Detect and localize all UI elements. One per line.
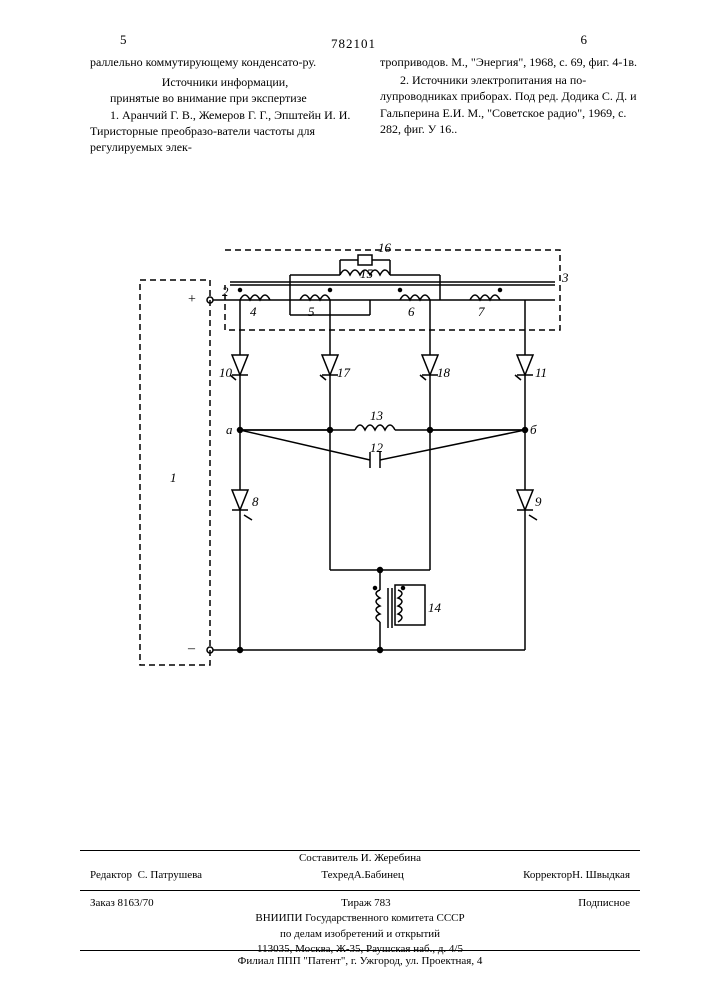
label-1: 1 — [170, 470, 177, 486]
addr2: Филиал ППП "Патент", г. Ужгород, ул. Про… — [80, 954, 640, 969]
schematic-svg — [130, 230, 580, 690]
tech-label: Техред — [321, 869, 353, 881]
label-14: 14 — [428, 600, 441, 616]
label-12: 12 — [370, 440, 383, 456]
left-p1: раллельно коммутирующему конденсато-ру. — [90, 54, 360, 70]
right-p1: троприводов. М., "Энергия", 1968, с. 69,… — [380, 54, 650, 70]
doc-number: 782101 — [331, 36, 376, 52]
label-11: 11 — [535, 365, 547, 381]
footer-block2: Заказ 8163/70 Тираж 783 Подписное ВНИИПИ… — [80, 890, 640, 958]
circuit-diagram: + – 1 2 3 4 5 6 7 8 9 10 11 12 13 14 15 … — [130, 230, 580, 690]
label-5: 5 — [308, 304, 315, 320]
label-b: б — [530, 422, 537, 438]
left-sub: принятые во внимание при экспертизе — [90, 90, 360, 106]
order: Заказ 8163/70 — [90, 896, 154, 911]
tech-name: А.Бабинец — [354, 869, 404, 881]
left-heading: Источники информации, — [90, 74, 360, 90]
label-minus: – — [188, 641, 195, 657]
label-18: 18 — [437, 365, 450, 381]
composer: Составитель И. Жеребина — [80, 851, 640, 866]
label-9: 9 — [535, 494, 542, 510]
page-num-right: 6 — [581, 32, 588, 48]
right-column: троприводов. М., "Энергия", 1968, с. 69,… — [380, 54, 650, 137]
editor-name: С. Патрушева — [138, 869, 202, 881]
label-2: 2 — [222, 284, 229, 300]
label-15: 15 — [360, 266, 373, 282]
label-8: 8 — [252, 494, 259, 510]
label-6: 6 — [408, 304, 415, 320]
left-column: раллельно коммутирующему конденсато-ру. … — [90, 54, 360, 155]
right-p2: 2. Источники электропитания на по-лупров… — [380, 72, 650, 137]
tirazh: Тираж 783 — [341, 896, 391, 911]
org2: по делам изобретений и открытий — [80, 927, 640, 942]
footer-block1: Составитель И. Жеребина Редактор С. Патр… — [80, 850, 640, 884]
label-17: 17 — [337, 365, 350, 381]
org1: ВНИИПИ Государственного комитета СССР — [80, 911, 640, 926]
label-a: а — [226, 422, 233, 438]
editor-label: Редактор — [90, 869, 132, 881]
left-p2: 1. Аранчий Г. В., Жемеров Г. Г., Эпштейн… — [90, 107, 360, 156]
corr-name: Н. Швыдкая — [572, 869, 630, 881]
label-10: 10 — [219, 365, 232, 381]
page-num-left: 5 — [120, 32, 127, 48]
label-13: 13 — [370, 408, 383, 424]
sign: Подписное — [578, 896, 630, 911]
label-4: 4 — [250, 304, 257, 320]
label-16: 16 — [378, 240, 391, 256]
label-3: 3 — [562, 270, 569, 286]
label-7: 7 — [478, 304, 485, 320]
footer-block3: Филиал ППП "Патент", г. Ужгород, ул. Про… — [80, 950, 640, 969]
corr-label: Корректор — [523, 869, 572, 881]
label-plus: + — [188, 292, 196, 308]
